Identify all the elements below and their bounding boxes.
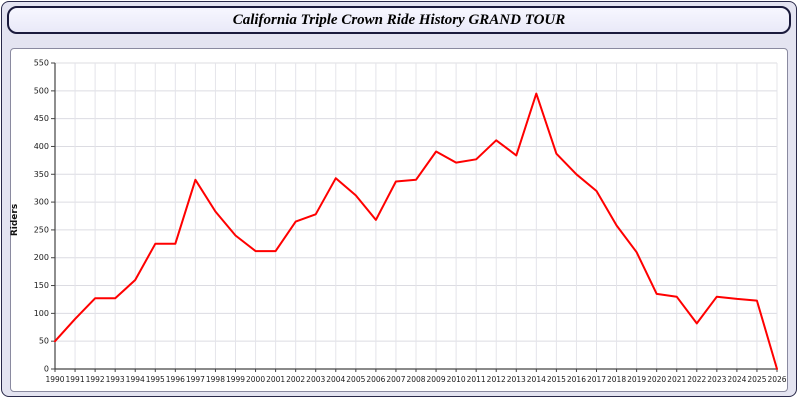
svg-text:2017: 2017 (587, 375, 606, 384)
svg-text:2011: 2011 (467, 375, 486, 384)
svg-text:2007: 2007 (386, 375, 405, 384)
svg-text:2003: 2003 (306, 375, 325, 384)
chart-panel: Riders 0 50 100 150 200 250 300 350 400 450 500 550… (10, 48, 788, 392)
series-line-riders (54, 92, 778, 370)
svg-text:1999: 1999 (226, 375, 245, 384)
svg-text:150: 150 (34, 281, 49, 290)
svg-text:1990: 1990 (45, 375, 64, 384)
svg-text:2015: 2015 (547, 375, 566, 384)
svg-text:2018: 2018 (607, 375, 626, 384)
svg-text:550: 550 (34, 59, 49, 68)
svg-text:250: 250 (34, 225, 49, 234)
svg-text:400: 400 (34, 142, 49, 151)
svg-text:2021: 2021 (667, 375, 686, 384)
svg-text:0: 0 (44, 365, 49, 374)
chart-title: California Triple Crown Ride History GRA… (7, 6, 791, 34)
svg-text:2000: 2000 (246, 375, 265, 384)
svg-text:200: 200 (34, 253, 49, 262)
svg-text:1997: 1997 (186, 375, 205, 384)
svg-text:2019: 2019 (627, 375, 646, 384)
svg-text:2020: 2020 (647, 375, 666, 384)
svg-text:2009: 2009 (427, 375, 446, 384)
gridlines (51, 62, 778, 372)
svg-text:2006: 2006 (366, 375, 385, 384)
svg-text:1998: 1998 (206, 375, 225, 384)
svg-text:2023: 2023 (707, 375, 726, 384)
svg-text:350: 350 (34, 170, 49, 179)
svg-text:2022: 2022 (687, 375, 706, 384)
svg-text:2013: 2013 (507, 375, 526, 384)
svg-text:2010: 2010 (447, 375, 466, 384)
svg-text:2024: 2024 (727, 375, 746, 384)
svg-text:50: 50 (39, 337, 49, 346)
svg-text:2016: 2016 (567, 375, 586, 384)
svg-text:100: 100 (34, 309, 49, 318)
svg-text:300: 300 (34, 198, 49, 207)
svg-text:2005: 2005 (346, 375, 365, 384)
svg-text:2001: 2001 (266, 375, 285, 384)
axes (54, 63, 777, 370)
svg-text:1993: 1993 (106, 375, 125, 384)
svg-text:2002: 2002 (286, 375, 305, 384)
svg-text:2008: 2008 (406, 375, 425, 384)
svg-text:2014: 2014 (527, 375, 546, 384)
svg-text:2026: 2026 (767, 375, 786, 384)
svg-text:1994: 1994 (126, 375, 145, 384)
svg-text:2004: 2004 (326, 375, 345, 384)
svg-text:1992: 1992 (86, 375, 105, 384)
svg-text:1995: 1995 (146, 375, 165, 384)
y-axis-title: Riders (10, 203, 20, 237)
svg-text:1991: 1991 (66, 375, 85, 384)
svg-text:2012: 2012 (487, 375, 506, 384)
svg-text:2025: 2025 (747, 375, 766, 384)
svg-text:500: 500 (34, 86, 49, 95)
svg-text:1996: 1996 (166, 375, 185, 384)
svg-text:450: 450 (34, 114, 49, 123)
